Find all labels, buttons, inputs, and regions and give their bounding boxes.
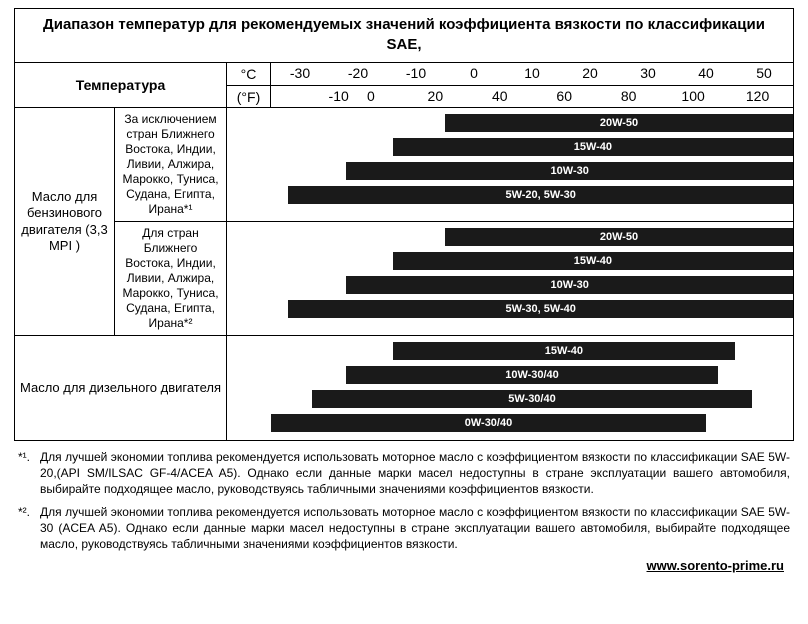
fahrenheit-unit: (°F) xyxy=(227,86,271,107)
tick-celsius: 30 xyxy=(640,65,656,81)
section-label: Масло для дизельного двигателя xyxy=(15,336,227,440)
tick-fahrenheit: 40 xyxy=(492,88,508,104)
viscosity-bar: 20W-50 xyxy=(445,228,793,246)
group-row: 15W-40 10W-30/40 5W-30/40 0W-30/40 xyxy=(227,336,793,440)
tick-celsius: 0 xyxy=(470,65,478,81)
tick-celsius: -10 xyxy=(406,65,426,81)
section: Масло для бензинового двигателя (3,3 MPI… xyxy=(14,108,794,336)
viscosity-bar: 5W-20, 5W-30 xyxy=(288,186,793,204)
viscosity-bar: 15W-40 xyxy=(393,252,793,270)
tick-celsius: 10 xyxy=(524,65,540,81)
group-row: Для стран Ближнего Востока, Индии, Ливии… xyxy=(115,221,793,335)
footnote-1-text: Для лучшей экономии топлива рекомендуетс… xyxy=(40,449,790,498)
tick-fahrenheit: 0 xyxy=(367,88,375,104)
tick-celsius: 20 xyxy=(582,65,598,81)
sections-container: Масло для бензинового двигателя (3,3 MPI… xyxy=(14,108,794,441)
tick-fahrenheit: 80 xyxy=(621,88,637,104)
group-label: За исключением стран Ближнего Востока, И… xyxy=(115,108,227,221)
viscosity-bar: 15W-40 xyxy=(393,342,735,360)
section-label: Масло для бензинового двигателя (3,3 MPI… xyxy=(15,108,115,335)
tick-celsius: -20 xyxy=(348,65,368,81)
tick-fahrenheit: -10 xyxy=(329,88,349,104)
viscosity-bar: 5W-30, 5W-40 xyxy=(288,300,793,318)
tick-celsius: -30 xyxy=(290,65,310,81)
viscosity-bar: 20W-50 xyxy=(445,114,793,132)
viscosity-bar: 5W-30/40 xyxy=(312,390,753,408)
tick-celsius: 40 xyxy=(698,65,714,81)
viscosity-bar: 0W-30/40 xyxy=(271,414,706,432)
viscosity-bar: 10W-30 xyxy=(346,162,793,180)
tick-fahrenheit: 100 xyxy=(681,88,704,104)
footnote-2: *². Для лучшей экономии топлива рекоменд… xyxy=(18,504,790,553)
tick-fahrenheit: 20 xyxy=(428,88,444,104)
section: Масло для дизельного двигателя 15W-40 10W-… xyxy=(14,336,794,441)
tick-fahrenheit: 60 xyxy=(556,88,572,104)
temperature-label: Температура xyxy=(15,63,227,107)
tick-celsius: 50 xyxy=(756,65,772,81)
fahrenheit-row: (°F) -10 0 20 40 60 80 100 120 xyxy=(227,85,793,107)
viscosity-bar: 10W-30 xyxy=(346,276,793,294)
chart-title: Диапазон температур для рекомендуемых зн… xyxy=(14,8,794,62)
viscosity-bar: 15W-40 xyxy=(393,138,793,156)
viscosity-bar: 10W-30/40 xyxy=(346,366,717,384)
footnotes: *¹. Для лучшей экономии топлива рекоменд… xyxy=(14,441,794,552)
footnote-2-text: Для лучшей экономии топлива рекомендуетс… xyxy=(40,504,790,553)
temperature-scale: Температура °C -30 -20 -10 0 10 20 30 40 50 (°F)… xyxy=(14,62,794,108)
source-link[interactable]: www.sorento-prime.ru xyxy=(14,558,794,573)
footnote-1: *¹. Для лучшей экономии топлива рекоменд… xyxy=(18,449,790,498)
footnote-2-marker: *². xyxy=(18,504,40,553)
celsius-row: °C -30 -20 -10 0 10 20 30 40 50 xyxy=(227,63,793,85)
footnote-1-marker: *¹. xyxy=(18,449,40,498)
celsius-unit: °C xyxy=(227,63,271,85)
group-label: Для стран Ближнего Востока, Индии, Ливии… xyxy=(115,222,227,335)
tick-fahrenheit: 120 xyxy=(746,88,769,104)
group-row: За исключением стран Ближнего Востока, И… xyxy=(115,108,793,221)
